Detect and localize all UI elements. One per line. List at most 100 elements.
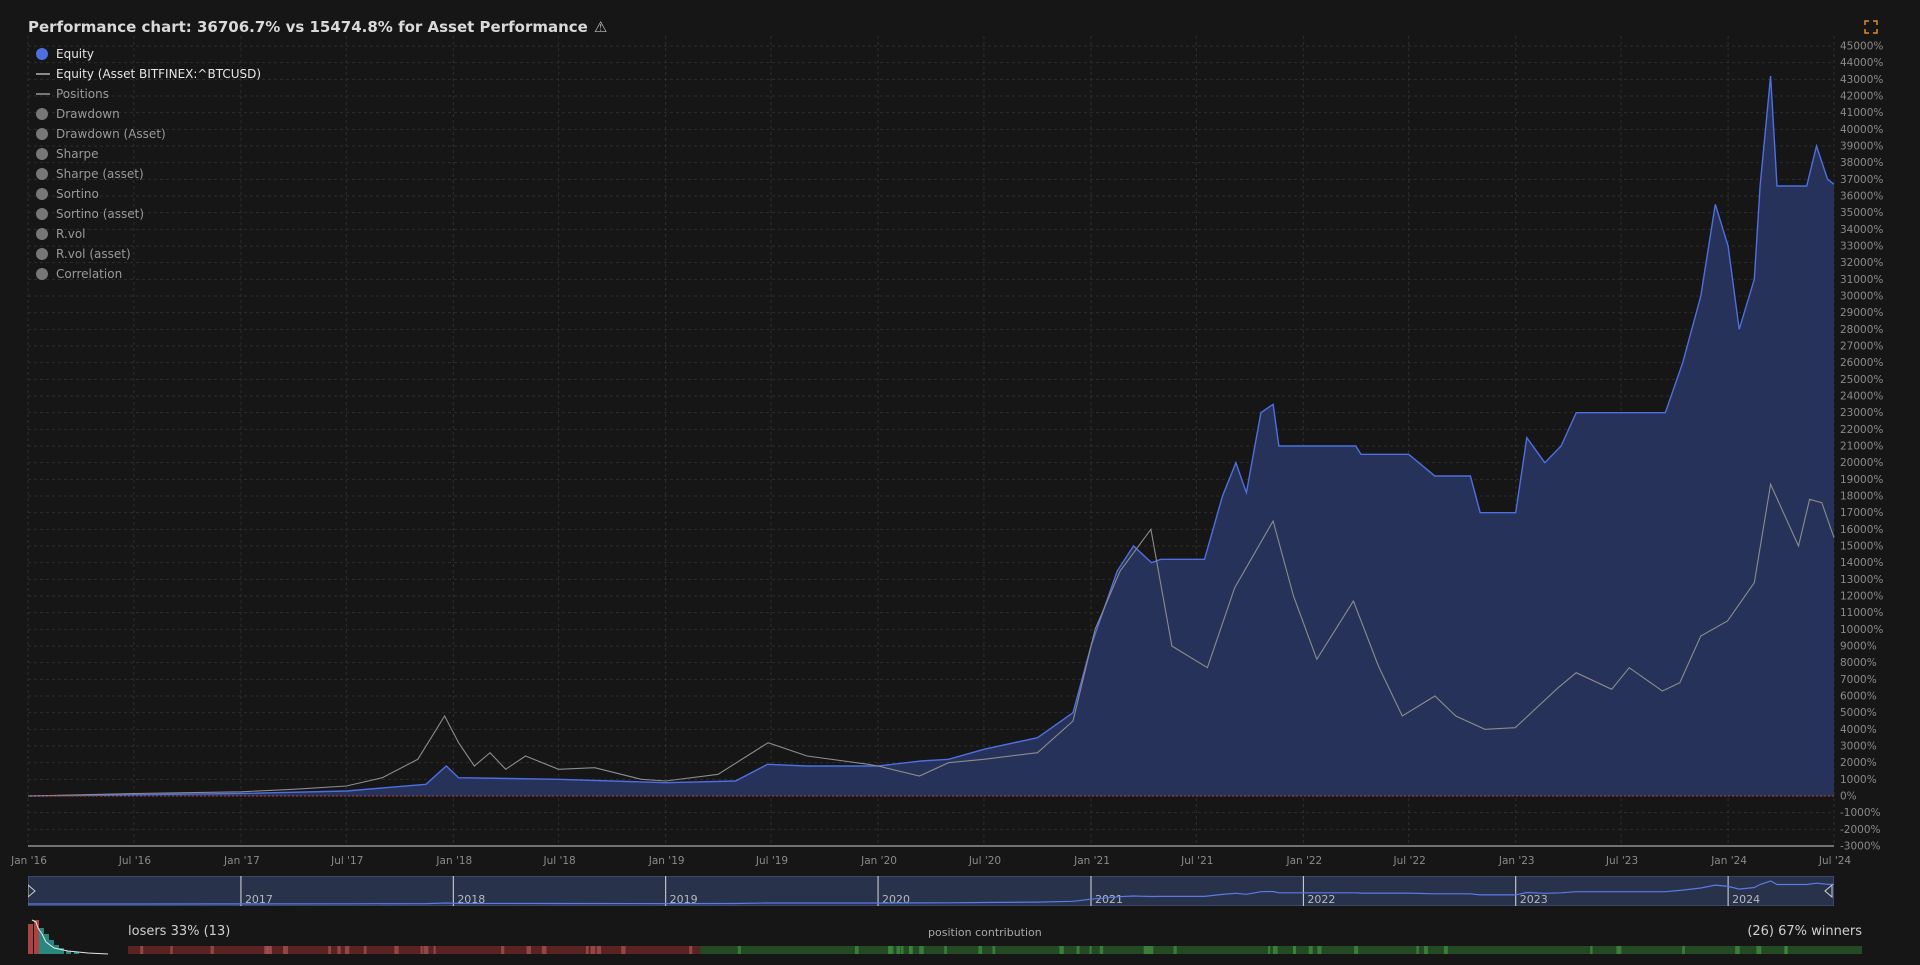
position-tick [944,946,947,954]
legend-dot-swatch [36,128,48,140]
range-navigator[interactable]: 2017 2018 2019 2020 2021 2022 2023 2024 [28,876,1834,906]
legend-label: Drawdown (Asset) [56,127,166,141]
histogram-bar [34,920,39,954]
y-tick-label: 2000% [1840,757,1877,769]
position-tick [423,946,429,954]
y-tick-label: 14000% [1840,557,1883,569]
legend-item-positions[interactable]: Positions [36,84,261,104]
position-tick [1143,946,1148,954]
equity-area [28,76,1834,796]
x-tick-label: Jul '20 [968,855,1001,867]
position-tick [283,946,289,954]
navigator-year-label: 2018 [457,893,485,906]
y-tick-label: 29000% [1840,307,1883,319]
y-tick-label: 31000% [1840,274,1883,286]
x-tick-label: Jan '23 [1498,855,1535,867]
histogram-bar [66,951,71,954]
legend-dot-swatch [36,228,48,240]
x-tick-label: Jul '16 [118,855,152,867]
fullscreen-icon[interactable] [1864,20,1878,34]
position-contribution-bar[interactable] [128,946,1862,954]
x-tick-label: Jan '20 [860,855,897,867]
warning-icon[interactable]: ⚠ [593,18,608,36]
legend-item-drawdown[interactable]: Drawdown [36,104,261,124]
legend-line-swatch [36,93,50,95]
position-tick [621,946,626,954]
legend-label: Equity (Asset BITFINEX:^BTCUSD) [56,67,262,81]
legend-label: Sortino (asset) [56,207,145,221]
x-tick-label: Jul '22 [1393,855,1426,867]
legend-label: Equity [56,47,94,61]
position-tick [170,946,173,954]
y-tick-label: -2000% [1840,824,1881,836]
position-contribution-label: position contribution [928,926,1042,939]
histogram-bar [44,934,49,954]
legend-dot-swatch [36,268,48,280]
position-tick [1293,946,1296,954]
position-tick [541,946,547,954]
position-contribution-panel: losers 33% (13) position contribution (2… [28,914,1862,958]
position-tick [596,946,602,954]
y-tick-label: 40000% [1840,124,1883,136]
navigator-right-handle[interactable] [1824,883,1833,899]
position-tick [1150,946,1154,954]
legend-dot-swatch [36,168,48,180]
position-tick [344,946,350,954]
histogram-bar [59,948,64,954]
x-tick-label: Jul '24 [1818,855,1852,867]
y-tick-label: 5000% [1840,707,1877,719]
legend-item-sharpe[interactable]: Sharpe [36,144,261,164]
legend-item-sortino-asset[interactable]: Sortino (asset) [36,204,261,224]
legend-label: Sharpe (asset) [56,167,144,181]
position-tick [1076,946,1080,954]
legend-item-correlation[interactable]: Correlation [36,264,261,284]
position-tick [433,946,436,954]
legend-item-drawdown-asset[interactable]: Drawdown (Asset) [36,124,261,144]
navigator-left-handle[interactable] [28,884,36,898]
legend-item-sortino[interactable]: Sortino [36,184,261,204]
position-tick [337,946,341,954]
position-tick [888,946,894,954]
performance-chart[interactable]: -3000% -2000% -1000% 0% 1000% 2000% 3000% 4000%… [0,0,1920,870]
legend-item-r-vol[interactable]: R.vol [36,224,261,244]
y-tick-label: 9000% [1840,641,1877,653]
legend-item-sharpe-asset[interactable]: Sharpe (asset) [36,164,261,184]
position-tick [1756,946,1762,954]
y-tick-label: 0% [1840,791,1857,803]
y-tick-label: 36000% [1840,191,1883,203]
legend-label: Drawdown [56,107,120,121]
position-tick [394,946,399,954]
asset-equity-line [27,482,1835,797]
position-tick [269,946,272,954]
position-tick [1059,946,1064,954]
position-tick [689,946,693,954]
position-tick [585,946,589,954]
legend-dot-swatch [36,148,48,160]
y-tick-label: 26000% [1840,357,1883,369]
y-tick-label: 3000% [1840,741,1877,753]
position-tick [266,946,271,954]
legend-item-equity-asset-bitfinex-btcusd[interactable]: Equity (Asset BITFINEX:^BTCUSD) [36,64,261,84]
y-tick-label: -1000% [1840,807,1881,819]
y-tick-label: 32000% [1840,257,1883,269]
position-tick [900,946,904,954]
y-tick-label: 23000% [1840,407,1883,419]
legend-dot-swatch [36,48,48,60]
position-tick [896,946,901,954]
x-tick-label: Jul '23 [1605,855,1638,867]
y-tick-label: 43000% [1840,74,1883,86]
navigator-year-label: 2022 [1307,893,1335,906]
position-tick [1354,946,1359,954]
equity-line [27,75,1835,797]
legend-item-equity[interactable]: Equity [36,44,261,64]
position-tick [1682,946,1685,954]
y-tick-label: 7000% [1840,674,1877,686]
navigator-year-label: 2019 [670,893,698,906]
chart-title-text: Performance chart: 36706.7% vs 15474.8% … [28,18,588,36]
legend-dot-swatch [36,188,48,200]
navigator-equity-line [28,880,1834,905]
y-tick-label: 33000% [1840,241,1883,253]
legend-item-r-vol-asset[interactable]: R.vol (asset) [36,244,261,264]
y-tick-label: 12000% [1840,591,1883,603]
position-tick [328,946,331,954]
